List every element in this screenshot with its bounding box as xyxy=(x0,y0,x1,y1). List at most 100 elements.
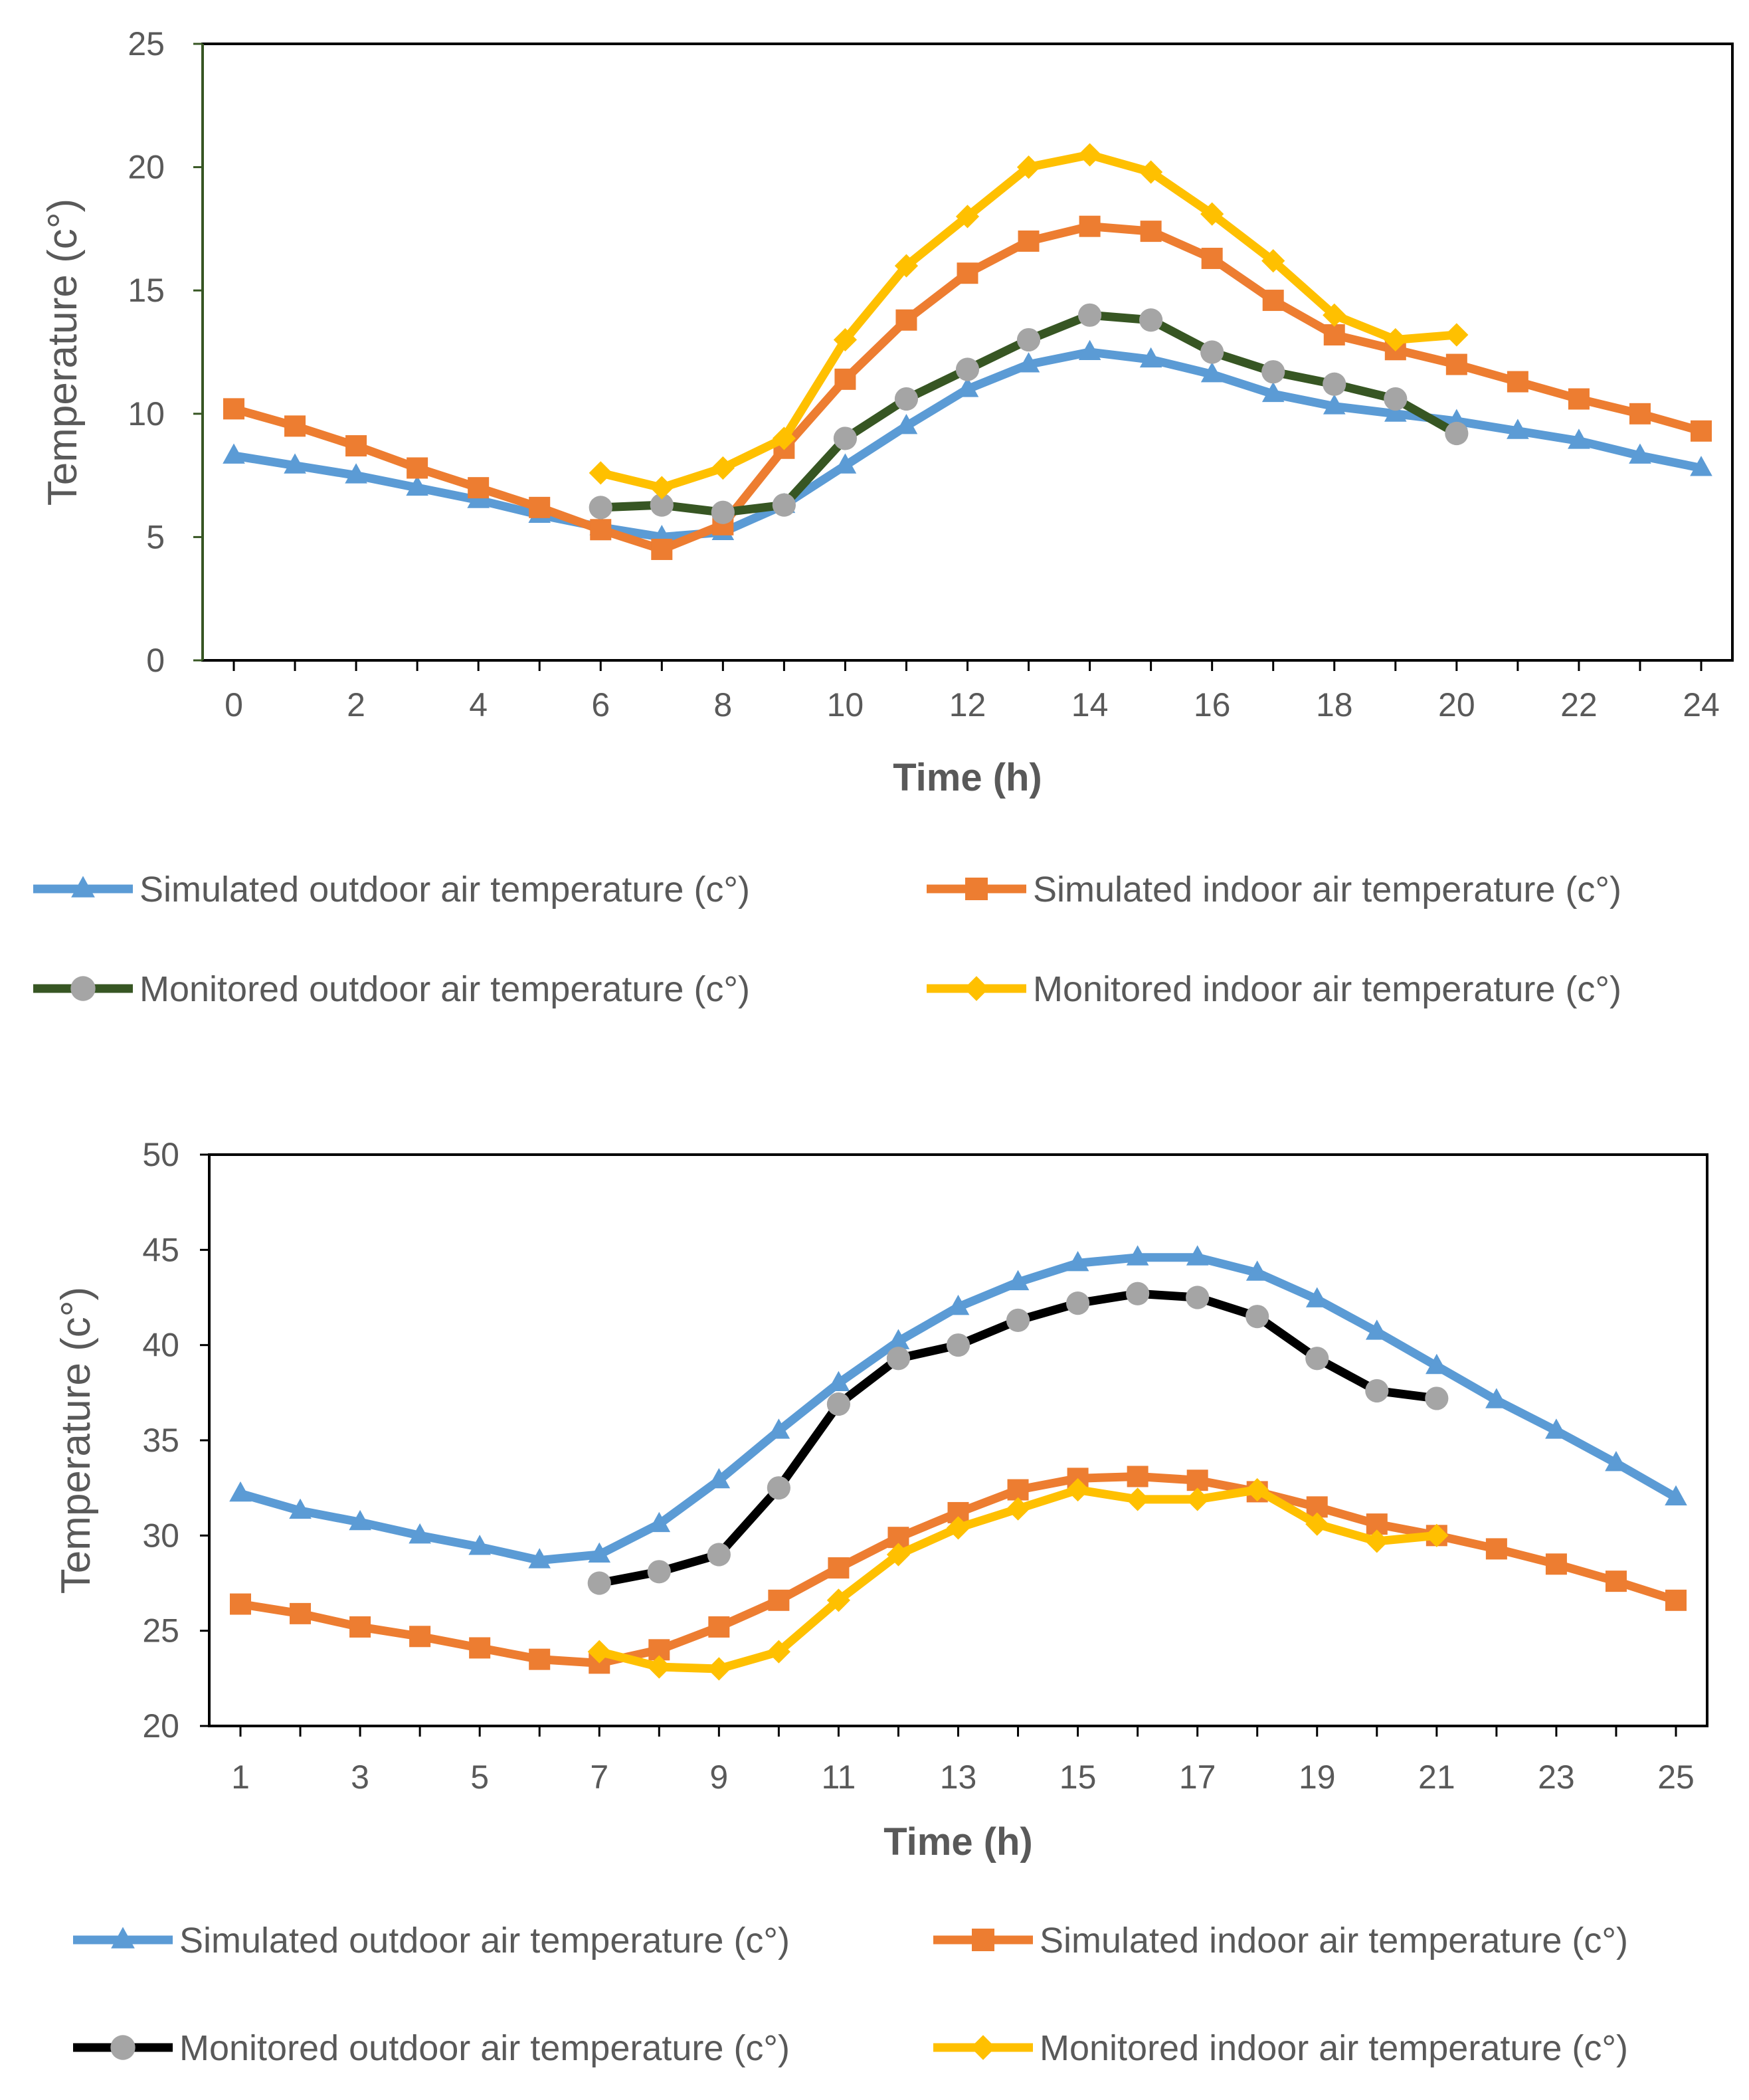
data-point xyxy=(826,1392,851,1416)
data-point xyxy=(1126,1487,1150,1511)
data-point xyxy=(1200,362,1224,383)
data-point xyxy=(711,500,735,524)
x-tick-label: 23 xyxy=(1538,1759,1575,1796)
x-tick-label: 12 xyxy=(949,686,986,723)
data-point xyxy=(1245,1478,1269,1502)
data-point xyxy=(1384,387,1408,411)
data-point xyxy=(1139,347,1162,368)
legend-marker xyxy=(965,878,988,900)
data-point xyxy=(826,1588,851,1612)
data-point xyxy=(1006,1270,1030,1291)
data-point xyxy=(1425,1386,1449,1410)
y-tick-label: 20 xyxy=(128,149,165,186)
y-tick-label: 0 xyxy=(146,642,165,679)
data-point xyxy=(1186,1470,1208,1491)
series-4 xyxy=(589,143,1469,500)
data-point xyxy=(767,1476,790,1500)
data-point xyxy=(650,476,674,500)
data-point xyxy=(895,413,918,434)
data-point xyxy=(955,357,980,381)
legend-item-2: Simulated indoor air temperature (c°) xyxy=(927,870,1621,909)
data-point xyxy=(1665,1485,1687,1505)
data-point xyxy=(957,262,978,284)
data-point xyxy=(223,443,245,464)
data-point xyxy=(886,1543,911,1567)
data-point xyxy=(1323,394,1346,415)
data-point xyxy=(1126,1245,1149,1266)
data-point xyxy=(1365,1529,1389,1553)
data-point xyxy=(707,1657,731,1681)
x-tick-label: 6 xyxy=(591,686,610,723)
data-point xyxy=(223,398,244,420)
data-point xyxy=(772,427,796,450)
x-tick-label: 5 xyxy=(470,1759,489,1796)
x-tick-label: 24 xyxy=(1683,686,1720,723)
data-point xyxy=(289,1498,312,1519)
legend-marker xyxy=(70,976,96,1001)
data-point xyxy=(1365,1379,1389,1403)
data-point xyxy=(711,456,735,480)
x-tick-label: 17 xyxy=(1179,1759,1216,1796)
data-point xyxy=(1077,143,1102,167)
series-line xyxy=(596,150,1461,492)
y-axis-title: Temperature (c°) xyxy=(53,1287,99,1594)
data-point xyxy=(589,496,612,520)
data-point xyxy=(1445,421,1469,446)
data-point xyxy=(407,457,428,479)
data-point xyxy=(647,1655,671,1679)
data-point xyxy=(1545,1553,1567,1575)
data-point xyxy=(834,453,857,474)
data-point xyxy=(1018,230,1040,252)
data-point xyxy=(1017,352,1040,373)
y-tick-label: 50 xyxy=(142,1136,179,1173)
data-point xyxy=(827,1371,850,1391)
data-point xyxy=(588,1542,611,1563)
data-point xyxy=(529,496,551,518)
x-tick-label: 10 xyxy=(827,686,864,723)
data-point xyxy=(1065,1291,1090,1315)
legend-item-3: Monitored outdoor air temperature (c°) xyxy=(33,969,750,1009)
data-point xyxy=(955,205,980,229)
data-point xyxy=(284,415,306,437)
data-point xyxy=(468,477,490,499)
data-point xyxy=(1261,249,1285,273)
data-point xyxy=(1016,328,1041,352)
series-3 xyxy=(587,1282,1449,1595)
data-point xyxy=(1445,323,1469,347)
data-point xyxy=(1605,1451,1627,1472)
data-point xyxy=(886,1347,911,1371)
series-line xyxy=(595,1289,1441,1588)
y-tick-label: 30 xyxy=(142,1517,179,1554)
legend-item-4: Monitored indoor air temperature (c°) xyxy=(927,969,1621,1009)
data-point xyxy=(1262,290,1284,312)
data-point xyxy=(1605,1571,1627,1592)
data-point xyxy=(1139,160,1163,184)
y-tick-label: 15 xyxy=(128,272,165,309)
data-point xyxy=(946,1516,970,1540)
x-tick-label: 0 xyxy=(225,686,243,723)
data-point xyxy=(1426,1353,1448,1375)
legend-item-3: Monitored outdoor air temperature (c°) xyxy=(73,2028,790,2068)
data-point xyxy=(833,328,858,352)
data-point xyxy=(409,1523,431,1544)
data-point xyxy=(1245,1260,1269,1281)
legend-item-2: Simulated indoor air temperature (c°) xyxy=(933,1921,1628,1960)
data-point xyxy=(1006,1308,1030,1332)
data-point xyxy=(468,1535,491,1555)
x-tick-label: 8 xyxy=(713,686,732,723)
data-point xyxy=(894,254,919,278)
data-point xyxy=(834,368,856,390)
legend-label: Simulated outdoor air temperature (c°) xyxy=(179,1921,790,1960)
data-point xyxy=(1201,247,1223,269)
data-point xyxy=(650,493,674,517)
legend-marker xyxy=(71,876,95,898)
series-1 xyxy=(229,1245,1687,1569)
data-point xyxy=(1545,1418,1568,1439)
y-tick-label: 10 xyxy=(128,395,165,432)
series-2 xyxy=(223,215,1712,560)
data-point xyxy=(528,1548,551,1569)
data-point xyxy=(1323,372,1346,396)
data-point xyxy=(1016,155,1041,179)
